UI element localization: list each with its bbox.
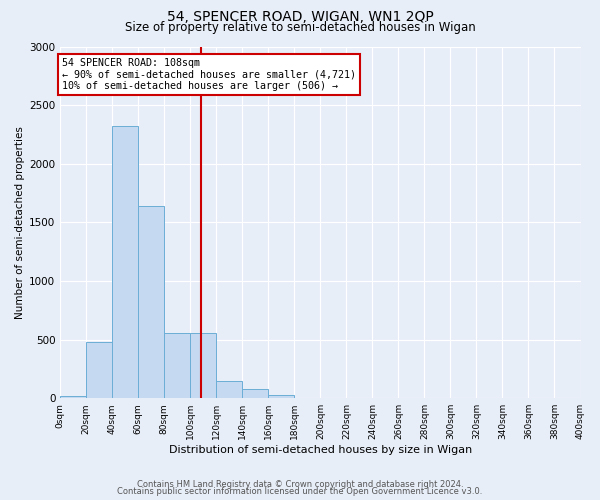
Bar xyxy=(268,394,295,398)
Bar xyxy=(139,206,164,398)
Bar xyxy=(112,126,139,398)
Text: Size of property relative to semi-detached houses in Wigan: Size of property relative to semi-detach… xyxy=(125,22,475,35)
Bar xyxy=(60,396,86,398)
Bar xyxy=(164,332,190,398)
Bar xyxy=(242,390,268,398)
Text: Contains public sector information licensed under the Open Government Licence v3: Contains public sector information licen… xyxy=(118,487,482,496)
Text: Contains HM Land Registry data © Crown copyright and database right 2024.: Contains HM Land Registry data © Crown c… xyxy=(137,480,463,489)
Y-axis label: Number of semi-detached properties: Number of semi-detached properties xyxy=(15,126,25,319)
Bar xyxy=(190,332,217,398)
Bar xyxy=(86,342,112,398)
Text: 54 SPENCER ROAD: 108sqm
← 90% of semi-detached houses are smaller (4,721)
10% of: 54 SPENCER ROAD: 108sqm ← 90% of semi-de… xyxy=(62,58,356,92)
X-axis label: Distribution of semi-detached houses by size in Wigan: Distribution of semi-detached houses by … xyxy=(169,445,472,455)
Bar xyxy=(217,380,242,398)
Text: 54, SPENCER ROAD, WIGAN, WN1 2QP: 54, SPENCER ROAD, WIGAN, WN1 2QP xyxy=(167,10,433,24)
